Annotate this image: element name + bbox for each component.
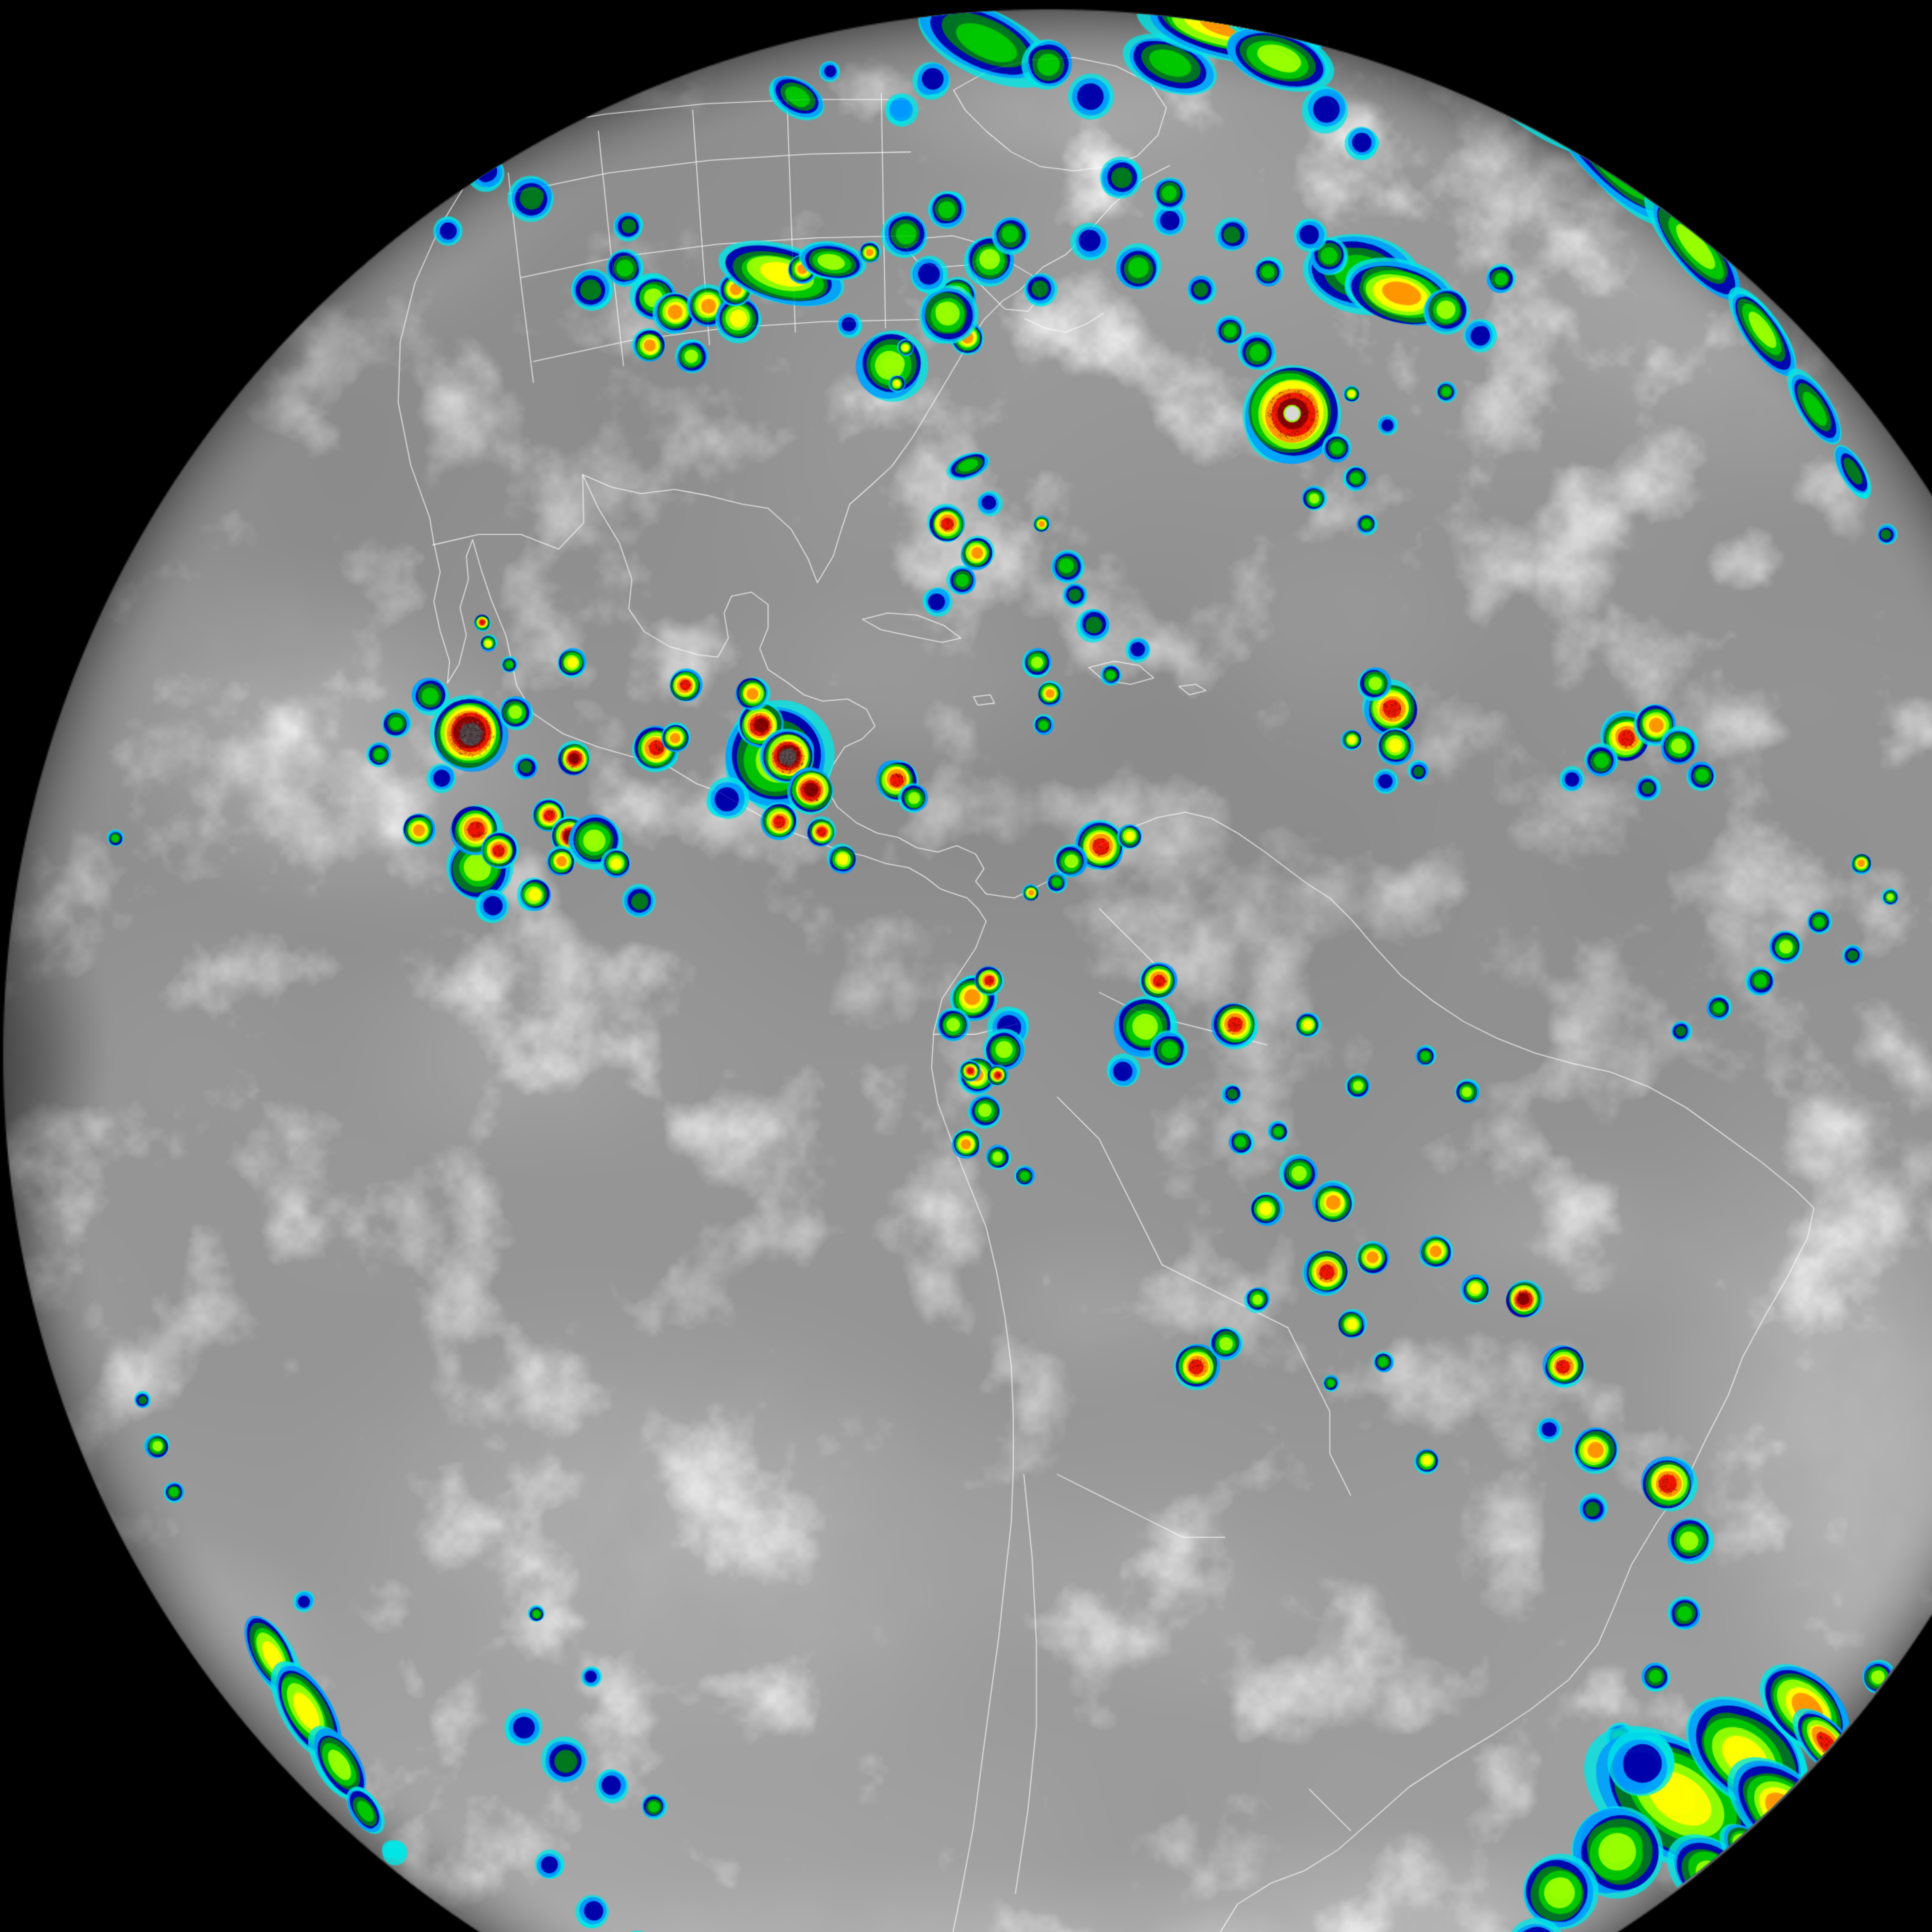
satellite-full-disk-view	[0, 0, 1932, 1932]
ir-enhancement-overlay-layer	[0, 0, 1932, 1932]
